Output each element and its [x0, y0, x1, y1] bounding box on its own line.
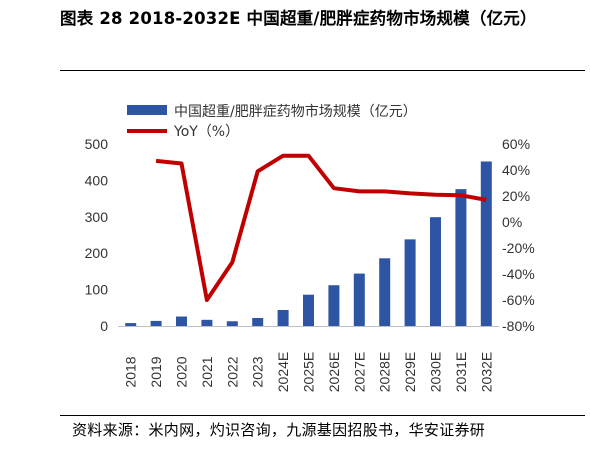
left-axis: 0 100 200 300 400 500	[85, 136, 109, 334]
right-tick-label: -20%	[502, 240, 535, 256]
left-tick-label: 400	[85, 172, 109, 188]
right-tick-label: 40%	[502, 162, 530, 178]
left-tick-label: 0	[100, 318, 108, 334]
source-divider	[60, 415, 585, 416]
legend-bar-label: 中国超重/肥胖症药物市场规模（亿元）	[174, 103, 417, 120]
bar-series	[125, 161, 492, 326]
right-tick-label: 20%	[502, 188, 530, 204]
bar	[176, 316, 187, 326]
x-tick-label: 2021	[199, 356, 215, 387]
x-tick-label: 2023	[250, 356, 266, 387]
bar	[353, 273, 365, 326]
bar	[277, 309, 289, 326]
x-tick-label: 2029E	[402, 352, 418, 392]
right-axis: -80% -60% -40% -20% 0% 20% 40% 60%	[502, 136, 535, 334]
bar	[303, 294, 314, 326]
right-tick-label: 0%	[502, 214, 522, 230]
bar	[328, 285, 340, 326]
x-tick-label: 2024E	[275, 352, 291, 392]
source-note: 资料来源：米内网，灼识咨询，九源基因招股书，华安证券研	[72, 421, 486, 439]
yoy-line	[155, 153, 487, 302]
x-tick-label: 2030E	[428, 352, 444, 392]
left-tick-label: 100	[85, 282, 109, 298]
x-axis: 2018 2019 2020 2021 2022 2023 2024E 2025E 2026E 2…	[123, 352, 495, 392]
x-tick-label: 2020	[174, 356, 190, 387]
bar	[252, 317, 264, 326]
bar	[430, 217, 441, 326]
bar	[125, 323, 137, 326]
bar	[226, 321, 238, 326]
left-tick-label: 200	[85, 245, 109, 261]
bar	[404, 239, 416, 326]
bar	[150, 320, 162, 326]
bar	[379, 258, 391, 326]
x-tick-label: 2028E	[377, 352, 393, 392]
x-tick-label: 2032E	[478, 352, 494, 392]
left-tick-label: 300	[85, 209, 109, 225]
x-tick-label: 2019	[148, 356, 164, 387]
legend-bar-swatch	[127, 105, 167, 115]
right-tick-label: 60%	[502, 136, 530, 152]
legend-line-label: YoY（%）	[173, 124, 239, 140]
x-tick-label: 2031E	[453, 352, 469, 392]
bar	[480, 161, 492, 326]
x-tick-label: 2025E	[301, 352, 317, 392]
bar	[455, 189, 467, 326]
right-tick-label: -40%	[502, 266, 535, 282]
x-tick-label: 2026E	[326, 352, 342, 392]
title-divider	[60, 70, 585, 71]
right-tick-label: -60%	[502, 292, 535, 308]
chart-title: 图表 28 2018-2032E 中国超重/肥胖症药物市场规模（亿元）	[60, 9, 537, 28]
legend: 中国超重/肥胖症药物市场规模（亿元） YoY（%）	[127, 103, 417, 140]
x-tick-label: 2027E	[351, 352, 367, 392]
x-tick-label: 2022	[224, 356, 240, 387]
x-tick-label: 2018	[123, 356, 139, 387]
right-tick-label: -80%	[502, 318, 535, 334]
left-tick-label: 500	[85, 136, 109, 152]
bar	[201, 319, 213, 326]
